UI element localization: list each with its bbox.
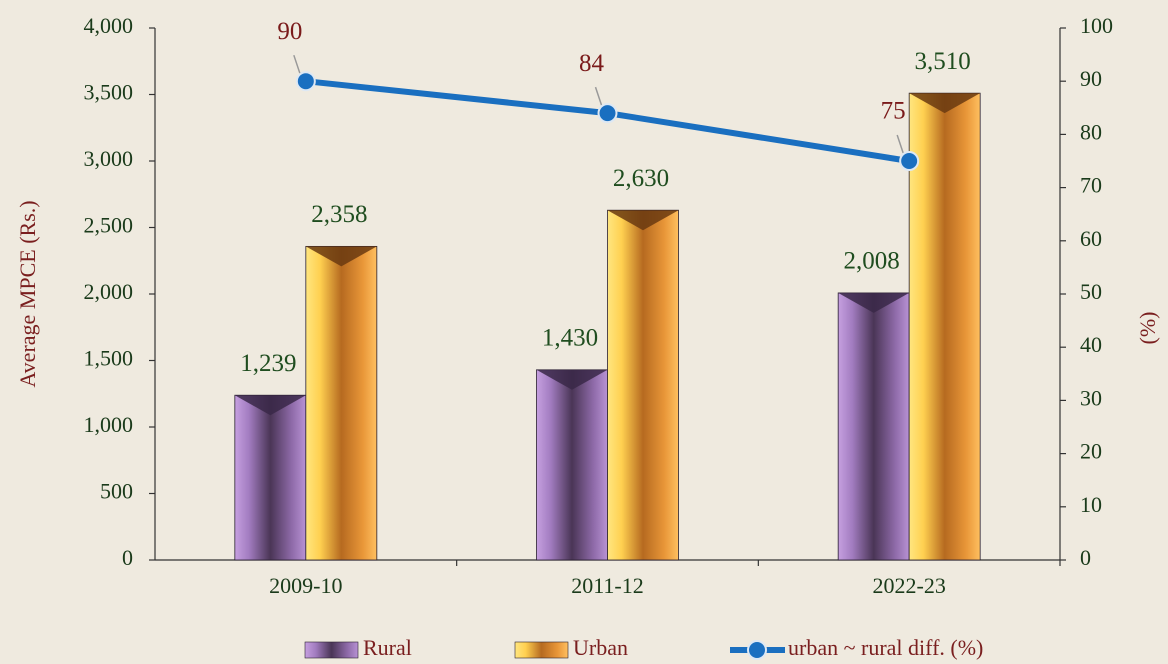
y2-tick-label: 60	[1080, 226, 1102, 251]
y2-axis-label: (%)	[1135, 312, 1160, 345]
y-tick-label: 3,500	[84, 80, 134, 105]
bar	[305, 245, 378, 561]
line-marker	[899, 151, 920, 171]
y-tick-label: 3,000	[84, 146, 134, 171]
bar-bevel	[838, 292, 910, 313]
y-tick-label: 2,500	[84, 213, 134, 238]
bar-bevel	[909, 93, 981, 114]
y2-tick-label: 10	[1080, 492, 1102, 517]
y-tick-label: 500	[100, 479, 133, 504]
y-tick-label: 2,000	[84, 279, 134, 304]
value-label: 2,358	[311, 201, 367, 228]
bar-bevel	[607, 210, 679, 231]
legend-swatch	[514, 641, 569, 659]
bar	[234, 394, 307, 561]
legend-label: Rural	[363, 635, 412, 660]
y2-tick-label: 40	[1080, 332, 1102, 357]
legend-label: urban ~ rural diff. (%)	[788, 635, 983, 660]
value-label: 2,630	[613, 165, 669, 192]
line-marker	[597, 103, 618, 124]
bar	[536, 369, 608, 561]
leader-line	[594, 86, 603, 106]
bar	[607, 209, 679, 561]
legend-marker	[747, 640, 767, 660]
value-label: 3,510	[915, 48, 971, 75]
line-value-label: 90	[277, 18, 302, 45]
value-label: 1,430	[542, 325, 598, 352]
line-value-label: 75	[881, 98, 906, 125]
value-label: 1,239	[240, 350, 296, 377]
y2-tick-label: 30	[1080, 385, 1102, 410]
bar-bevel	[305, 246, 377, 267]
y-tick-label: 1,000	[84, 412, 134, 437]
x-tick-label: 2009-10	[269, 573, 342, 598]
x-tick-label: 2022-23	[873, 573, 946, 598]
legend-label: Urban	[573, 635, 628, 660]
line-value-label: 84	[579, 50, 605, 77]
y2-tick-label: 0	[1080, 545, 1091, 570]
y2-tick-label: 80	[1080, 119, 1102, 144]
y2-tick-label: 50	[1080, 279, 1102, 304]
y-tick-label: 0	[122, 545, 133, 570]
bar	[837, 292, 910, 561]
y2-tick-label: 90	[1080, 66, 1102, 91]
y2-tick-label: 20	[1080, 439, 1102, 464]
y-axis-label: Average MPCE (Rs.)	[15, 200, 40, 387]
y2-tick-label: 70	[1080, 173, 1102, 198]
value-label: 2,008	[844, 248, 900, 275]
legend-swatch	[304, 641, 359, 659]
bar	[908, 92, 981, 561]
y-tick-label: 1,500	[84, 346, 134, 371]
x-tick-label: 2011-12	[571, 573, 644, 598]
leader-line	[293, 54, 301, 74]
y2-tick-label: 100	[1080, 13, 1113, 38]
line-marker	[295, 71, 316, 92]
leader-line	[896, 134, 904, 154]
y-tick-label: 4,000	[84, 13, 134, 38]
bar-bevel	[234, 395, 306, 416]
bar-bevel	[536, 369, 608, 390]
